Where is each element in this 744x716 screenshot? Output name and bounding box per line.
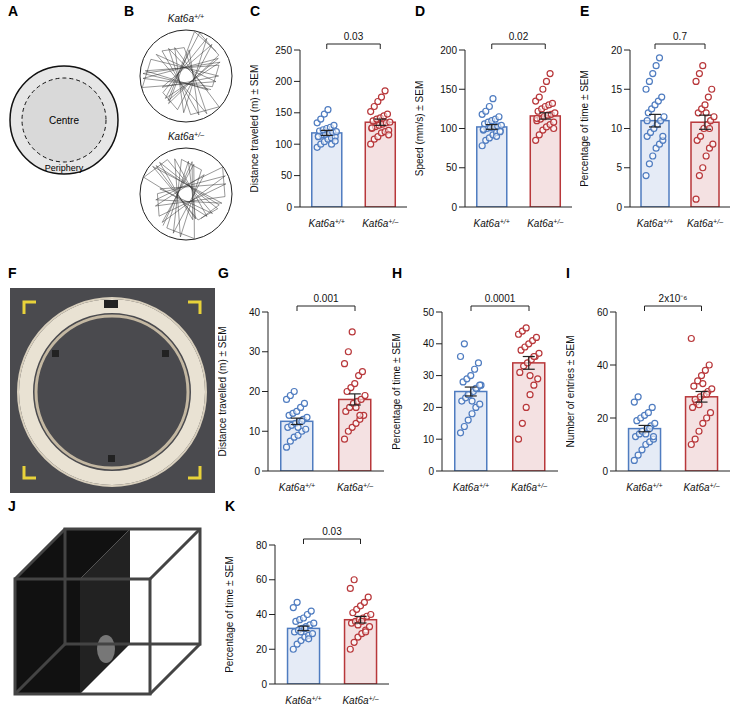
svg-text:Kat6a+/+: Kat6a+/+ [168,13,204,25]
svg-text:40: 40 [249,307,261,318]
svg-text:40: 40 [423,338,435,349]
html-text:A: A [8,3,19,19]
svg-text:80: 80 [256,540,268,551]
svg-text:Kat6a+/+: Kat6a+/+ [285,695,321,707]
svg-text:20: 20 [611,45,623,56]
svg-text:Percentage of time ± SEM: Percentage of time ± SEM [580,70,590,187]
svg-text:10: 10 [423,434,435,445]
svg-text:10: 10 [249,426,261,437]
svg-text:40: 40 [597,360,609,371]
svg-text:Kat6a+/–: Kat6a+/– [687,218,723,230]
svg-text:Percentage of time ± SEM: Percentage of time ± SEM [392,333,402,450]
svg-text:20: 20 [597,413,609,424]
html-text:H: H [392,265,403,281]
svg-text:50: 50 [446,162,458,173]
svg-text:50: 50 [423,307,435,318]
html-text:I: I [566,265,570,281]
svg-text:30: 30 [423,370,435,381]
svg-text:Kat6a+/–: Kat6a+/– [527,218,563,230]
svg-text:5: 5 [616,162,622,173]
svg-text:50: 50 [281,170,293,181]
svg-text:250: 250 [275,45,292,56]
svg-text:200: 200 [440,45,457,56]
html-text:E: E [580,3,590,19]
svg-text:20: 20 [249,386,261,397]
svg-text:30: 30 [249,346,261,357]
svg-text:20: 20 [256,644,268,655]
svg-text:Kat6a+/+: Kat6a+/+ [453,482,489,494]
html-text:C: C [250,3,261,19]
svg-text:150: 150 [440,84,457,95]
svg-text:Kat6a+/+: Kat6a+/+ [474,218,510,230]
svg-text:Kat6a+/+: Kat6a+/+ [637,218,673,230]
svg-text:150: 150 [275,107,292,118]
svg-text:Kat6a+/–: Kat6a+/– [337,482,373,494]
svg-text:Periphery: Periphery [45,163,84,173]
svg-text:100: 100 [440,123,457,134]
html-text:G: G [218,265,229,281]
svg-text:Distance travelled (m) ± SEM: Distance travelled (m) ± SEM [218,327,228,457]
svg-text:0: 0 [286,202,292,213]
svg-text:200: 200 [275,76,292,87]
svg-text:2x10⁻⁶: 2x10⁻⁶ [659,293,688,304]
svg-text:0.03: 0.03 [344,31,364,42]
svg-text:15: 15 [611,84,623,95]
svg-text:100: 100 [275,139,292,150]
svg-text:0: 0 [254,466,260,477]
svg-text:Kat6a+/+: Kat6a+/+ [279,482,315,494]
svg-text:0: 0 [261,679,267,690]
svg-text:10: 10 [611,123,623,134]
svg-text:Number of entries ± SEM: Number of entries ± SEM [566,335,576,447]
svg-text:60: 60 [597,307,609,318]
svg-text:Distance traveled (m) ± SEM: Distance traveled (m) ± SEM [250,65,260,193]
svg-text:Centre: Centre [49,115,79,126]
html-text:D: D [415,3,426,19]
svg-text:40: 40 [256,609,268,620]
svg-text:0.001: 0.001 [313,293,338,304]
svg-text:60: 60 [256,574,268,585]
html-text:K: K [225,498,236,514]
svg-text:0.02: 0.02 [509,31,529,42]
svg-text:Kat6a+/–: Kat6a+/– [342,695,378,707]
svg-text:Kat6a+/–: Kat6a+/– [683,482,719,494]
svg-text:0: 0 [451,202,457,213]
svg-text:Kat6a+/–: Kat6a+/– [511,482,547,494]
svg-text:Kat6a+/+: Kat6a+/+ [626,482,662,494]
svg-text:0: 0 [428,466,434,477]
svg-text:Percentage of time ± SEM: Percentage of time ± SEM [225,556,235,673]
svg-text:Speed (mm/s) ± SEM: Speed (mm/s) ± SEM [415,81,425,177]
svg-text:Kat6a+/–: Kat6a+/– [168,131,204,143]
svg-text:0: 0 [616,202,622,213]
svg-text:0.03: 0.03 [322,526,342,537]
svg-text:Kat6a+/–: Kat6a+/– [362,218,398,230]
html-text:F: F [8,265,17,281]
svg-text:20: 20 [423,402,435,413]
svg-text:0.7: 0.7 [673,31,687,42]
html-text:J: J [8,498,16,514]
html-text:B: B [124,3,135,19]
svg-text:Kat6a+/+: Kat6a+/+ [309,218,345,230]
svg-text:0: 0 [602,466,608,477]
svg-text:0.0001: 0.0001 [485,293,516,304]
